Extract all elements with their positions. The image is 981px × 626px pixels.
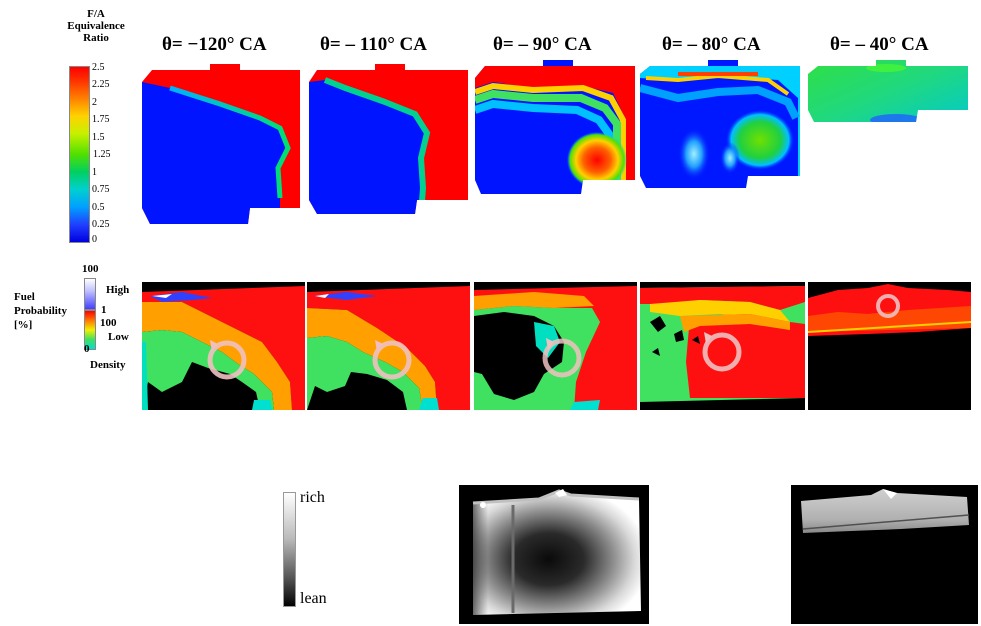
prob-mid-value-1: 1 [101, 304, 107, 316]
fuel-probability-map-theta-110 [307, 282, 470, 410]
tick-2-5: 2.5 [92, 62, 105, 73]
tick-2-25: 2.25 [92, 79, 110, 90]
tick-0: 0 [92, 234, 97, 245]
heading-theta-120: θ= −120° CA [162, 34, 267, 55]
tick-0-25: 0.25 [92, 219, 110, 230]
fuel-probability-colorbar-low [84, 310, 96, 350]
lif-image-theta-40 [791, 485, 978, 624]
grayscale-colorbar [283, 492, 296, 607]
tick-0-75: 0.75 [92, 184, 110, 195]
title-line-2: Equivalence [67, 20, 125, 32]
tick-0-5: 0.5 [92, 202, 105, 213]
prob-top-value: 100 [82, 263, 99, 275]
tick-1-75: 1.75 [92, 114, 110, 125]
fuel-probability-map-theta-80 [640, 282, 805, 410]
fuel-probability-title: Fuel Probability [%] [14, 290, 67, 332]
simulation-map-theta-120 [142, 64, 300, 224]
prob-low-label: Low [108, 331, 129, 343]
fuel-probability-map-theta-90 [474, 282, 637, 410]
prob-title-line-1: Fuel [14, 291, 35, 303]
colorbar-ticks: 2.5 2.25 2 1.75 1.5 1.25 1 0.75 0.5 0.25… [92, 63, 132, 248]
prob-density-label: Density [90, 359, 126, 371]
tick-1-25: 1.25 [93, 149, 111, 160]
prob-high-label: High [106, 284, 130, 296]
simulation-map-theta-110 [309, 64, 468, 214]
title-line-3: Ratio [83, 32, 109, 44]
grayscale-lean-label: lean [300, 590, 327, 607]
title-line-1: F/A [87, 8, 105, 20]
lif-image-theta-90 [459, 485, 649, 624]
fuel-probability-colorbar-high [84, 278, 96, 310]
prob-bottom-value: 0 [84, 343, 90, 355]
simulation-map-theta-90 [475, 60, 635, 194]
fuel-probability-map-theta-40 [808, 282, 971, 410]
grayscale-rich-label: rich [300, 489, 325, 506]
simulation-map-theta-40 [808, 60, 968, 122]
prob-mid-value-100: 100 [100, 317, 117, 329]
tick-1: 1 [92, 167, 97, 178]
equivalence-ratio-colorbar [69, 66, 90, 243]
prob-title-line-3: [%] [14, 319, 33, 331]
heading-theta-110: θ= – 110° CA [320, 34, 427, 55]
heading-theta-90: θ= – 90° CA [493, 34, 592, 55]
heading-theta-80: θ= – 80° CA [662, 34, 761, 55]
tick-1-5: 1.5 [92, 132, 105, 143]
fuel-probability-map-theta-120 [142, 282, 305, 410]
heading-theta-40: θ= – 40° CA [830, 34, 929, 55]
simulation-map-theta-80 [640, 60, 800, 188]
tick-2: 2 [92, 97, 97, 108]
prob-title-line-2: Probability [14, 305, 67, 317]
equivalence-ratio-title: F/A Equivalence Ratio [52, 8, 140, 44]
